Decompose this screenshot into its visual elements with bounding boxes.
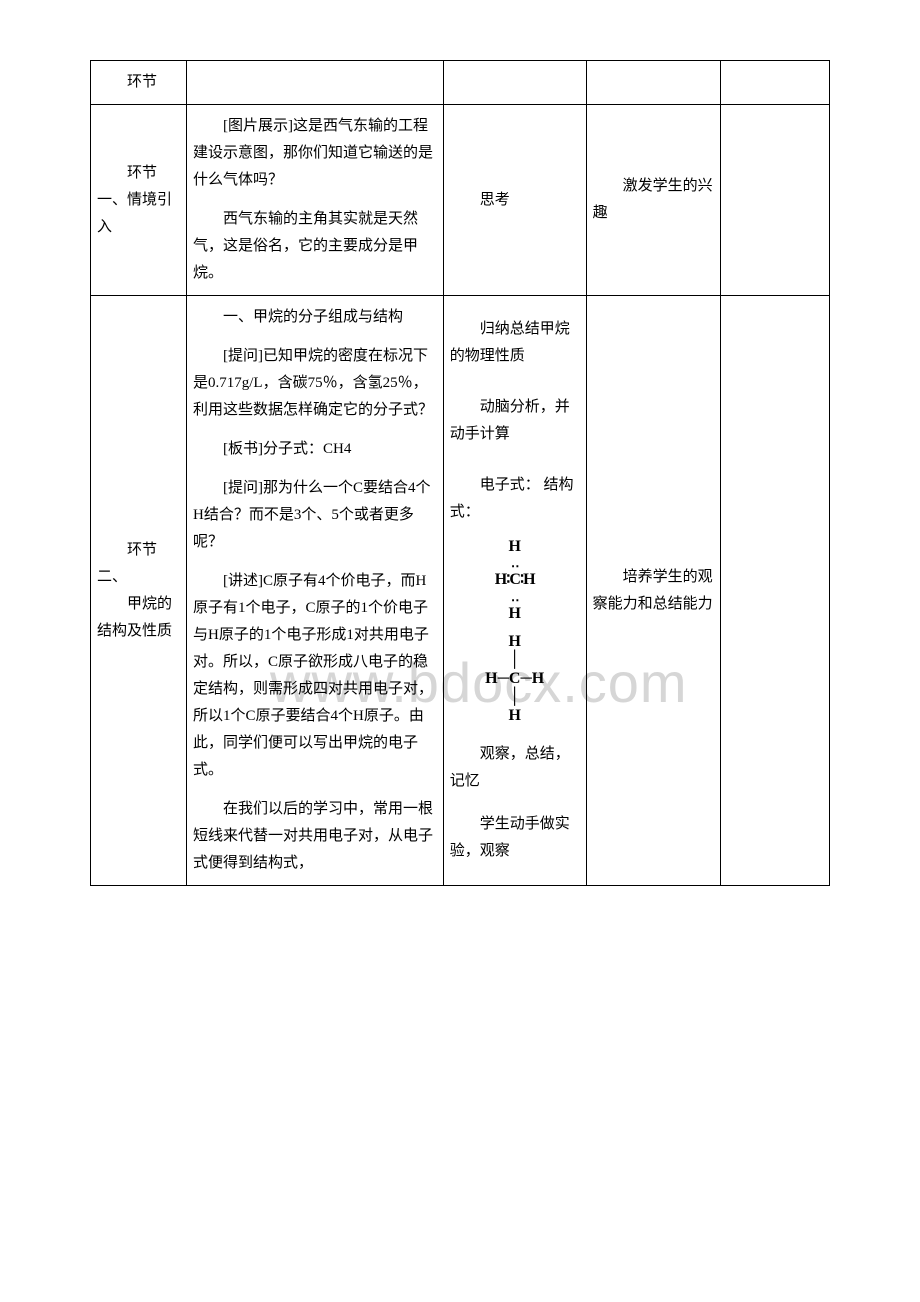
table-row: 环节一、情境引入 [图片展示]这是西气东输的工程建设示意图，那你们知道它输送的是… bbox=[91, 105, 830, 296]
row0-col4 bbox=[586, 61, 720, 105]
design-intent-text: 培养学生的观察能力和总结能力 bbox=[593, 564, 714, 618]
table-row: 环节二、 甲烷的结构及性质 一、甲烷的分子组成与结构 [提问]已知甲烷的密度在标… bbox=[91, 296, 830, 886]
row2-col1: 环节二、 甲烷的结构及性质 bbox=[91, 296, 187, 886]
teacher-activity-text: 一、甲烷的分子组成与结构 bbox=[193, 304, 437, 331]
diagram-line: H bbox=[450, 633, 580, 651]
row1-col2: [图片展示]这是西气东输的工程建设示意图，那你们知道它输送的是什么气体吗？ 西气… bbox=[187, 105, 444, 296]
teacher-activity-text: [板书]分子式：CH4 bbox=[193, 436, 437, 463]
teacher-activity-text: [图片展示]这是西气东输的工程建设示意图，那你们知道它输送的是什么气体吗？ bbox=[193, 113, 437, 194]
teacher-activity-text: 西气东输的主角其实就是天然气，这是俗名，它的主要成分是甲烷。 bbox=[193, 206, 437, 287]
row2-col2: 一、甲烷的分子组成与结构 [提问]已知甲烷的密度在标况下是0.717g/L，含碳… bbox=[187, 296, 444, 886]
row2-col4: 培养学生的观察能力和总结能力 bbox=[586, 296, 720, 886]
row2-col5 bbox=[720, 296, 829, 886]
diagram-line: H bbox=[450, 707, 580, 725]
row1-col1: 环节一、情境引入 bbox=[91, 105, 187, 296]
row1-col4: 激发学生的兴趣 bbox=[586, 105, 720, 296]
diagram-line: │ bbox=[450, 688, 580, 706]
teacher-activity-text: [讲述]C原子有4个价电子，而H原子有1个电子，C原子的1个价电子与H原子的1个… bbox=[193, 568, 437, 784]
diagram-dots: ‥ bbox=[450, 590, 580, 605]
design-intent-text: 激发学生的兴趣 bbox=[593, 173, 714, 227]
segment-label: 环节一、情境引入 bbox=[97, 160, 180, 241]
teacher-activity-text: 在我们以后的学习中，常用一根短线来代替一对共用电子对，从电子式便得到结构式， bbox=[193, 796, 437, 877]
student-activity-text: 学生动手做实验，观察 bbox=[450, 811, 580, 865]
row0-col1: 环节 bbox=[91, 61, 187, 105]
student-activity-text: 观察，总结，记忆 bbox=[450, 741, 580, 795]
diagram-line: H∶C∶H bbox=[450, 571, 580, 589]
lesson-plan-table: 环节 环节一、情境引入 [图片展示]这是西气东输的工程建设示意图，那你们知道它输… bbox=[90, 60, 830, 886]
table-row: 环节 bbox=[91, 61, 830, 105]
segment-header: 环节 bbox=[97, 69, 180, 96]
diagram-dots: ‥ bbox=[450, 556, 580, 571]
student-activity-text: 思考 bbox=[450, 187, 580, 214]
student-activity-text: 归纳总结甲烷的物理性质 bbox=[450, 316, 580, 370]
teacher-activity-text: [提问]那为什么一个C要结合4个H结合？而不是3个、5个或者更多呢？ bbox=[193, 475, 437, 556]
row1-col3: 思考 bbox=[443, 105, 586, 296]
diagram-line: │ bbox=[450, 651, 580, 669]
diagram-line: H bbox=[450, 605, 580, 623]
student-activity-text: 电子式： 结构式： bbox=[450, 472, 580, 526]
structural-formula-diagram: H │ H─C─H │ H bbox=[450, 633, 580, 725]
row2-col3: 归纳总结甲烷的物理性质 动脑分析，并动手计算 电子式： 结构式： H ‥ H∶C… bbox=[443, 296, 586, 886]
segment-label: 环节二、 bbox=[97, 537, 180, 591]
diagram-line: H bbox=[450, 538, 580, 556]
row0-col2 bbox=[187, 61, 444, 105]
electron-formula-diagram: H ‥ H∶C∶H ‥ H bbox=[450, 538, 580, 623]
row1-col5 bbox=[720, 105, 829, 296]
student-activity-text: 动脑分析，并动手计算 bbox=[450, 394, 580, 448]
segment-label: 甲烷的结构及性质 bbox=[97, 591, 180, 645]
row0-col3 bbox=[443, 61, 586, 105]
diagram-line: H─C─H bbox=[450, 670, 580, 688]
teacher-activity-text: [提问]已知甲烷的密度在标况下是0.717g/L，含碳75％，含氢25％，利用这… bbox=[193, 343, 437, 424]
row0-col5 bbox=[720, 61, 829, 105]
